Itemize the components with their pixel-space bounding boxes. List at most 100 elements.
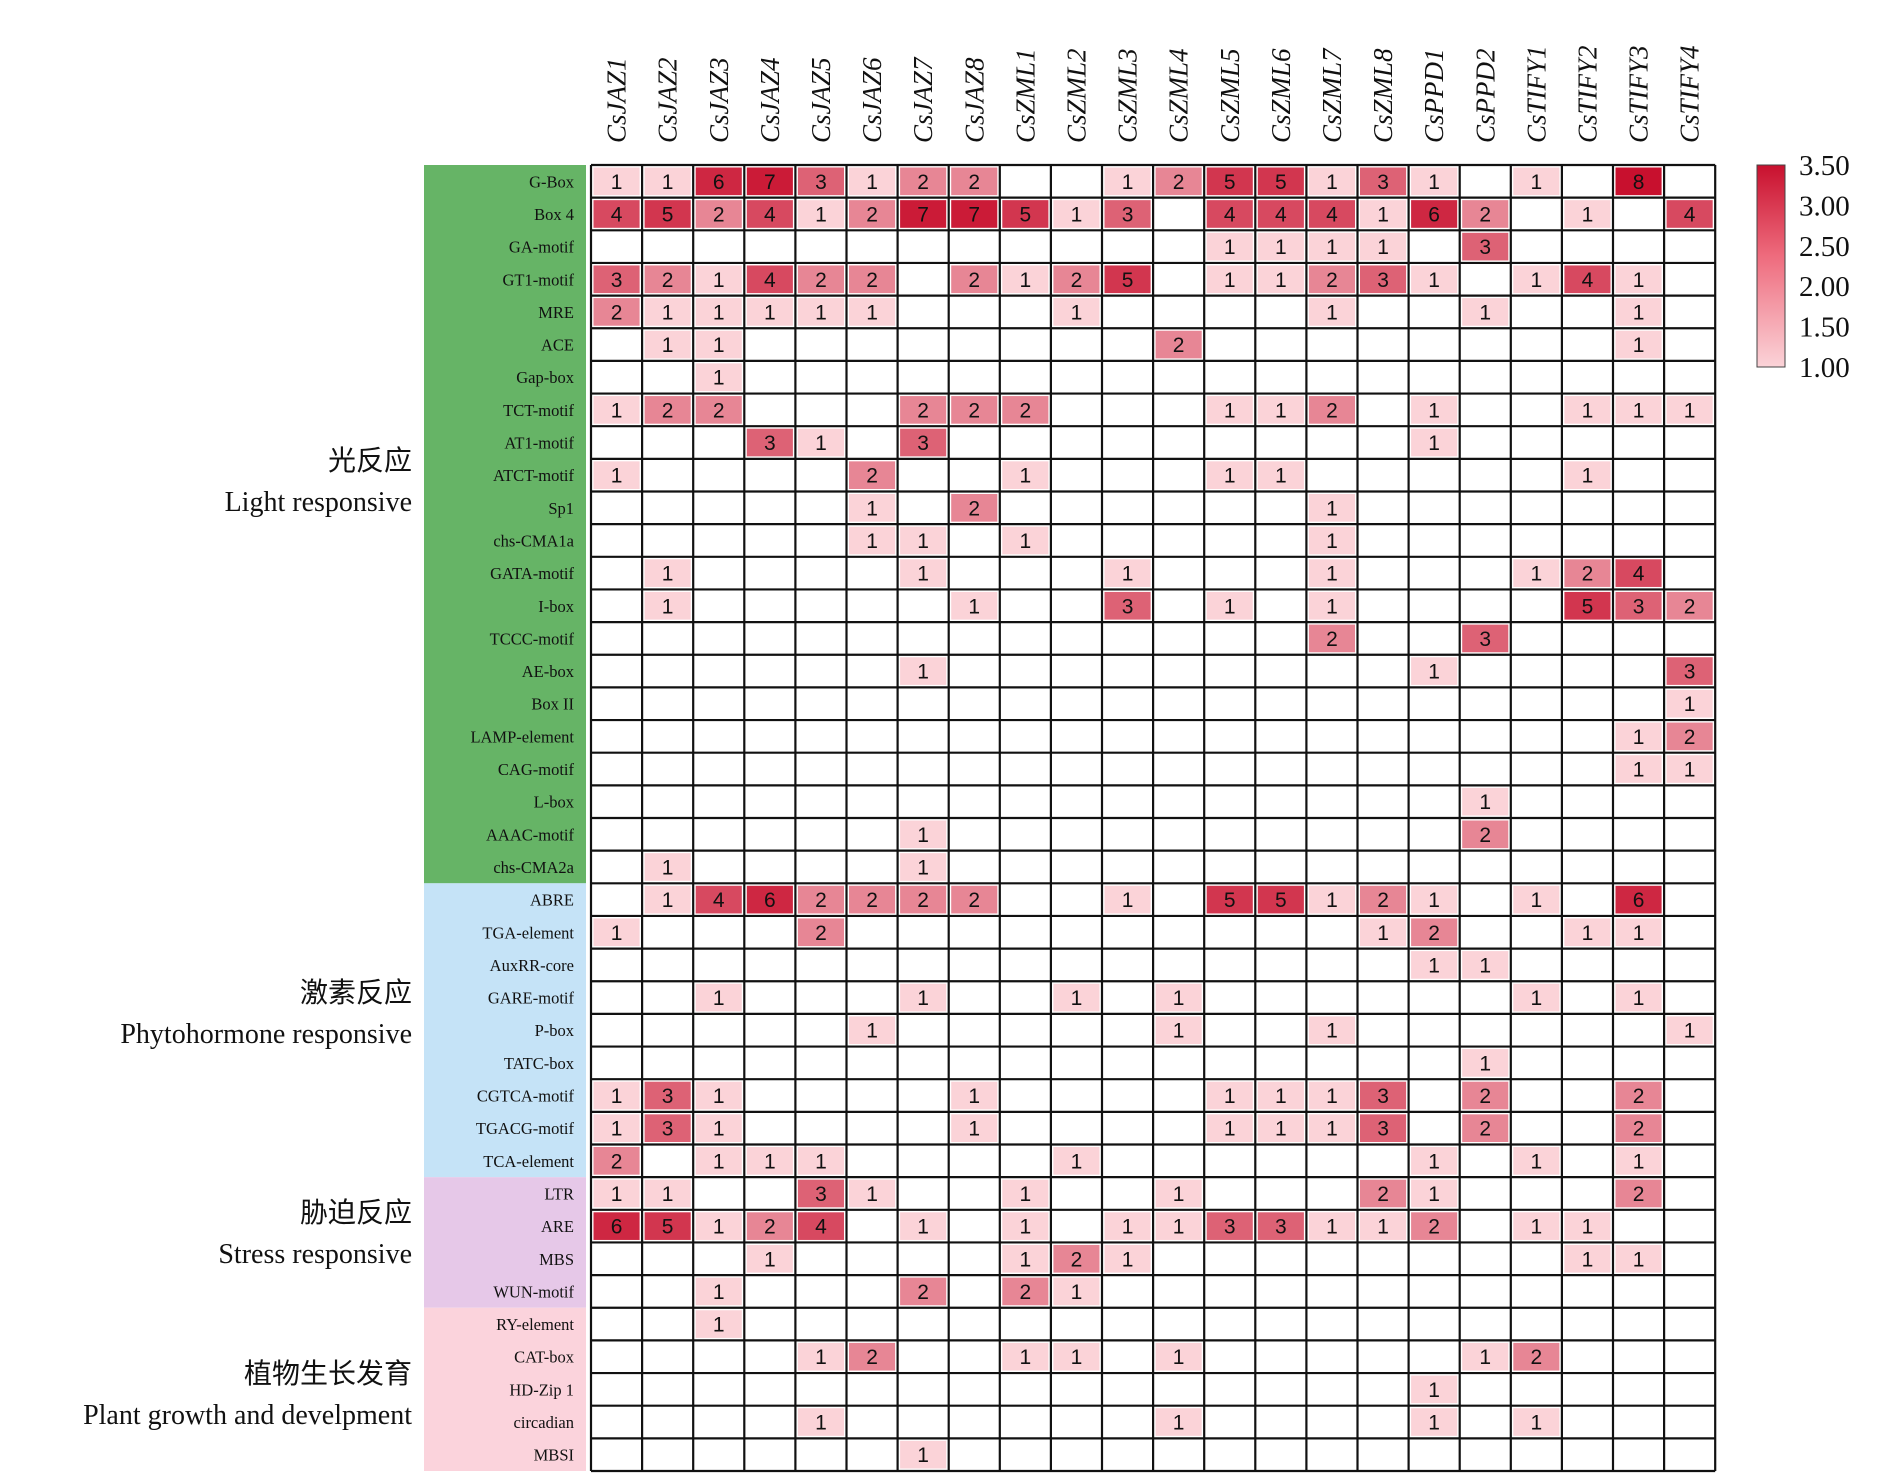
cell-value: 1 xyxy=(1275,269,1287,292)
heatmap-cell xyxy=(797,755,844,783)
heatmap-cell xyxy=(593,265,640,294)
heatmap-cell xyxy=(1053,918,1100,947)
cell-value: 1 xyxy=(1071,203,1083,226)
heatmap-cell xyxy=(1206,755,1253,783)
heatmap-cell xyxy=(1206,820,1253,849)
heatmap-cell xyxy=(1002,1408,1049,1436)
heatmap-cell xyxy=(951,428,998,457)
heatmap-cell xyxy=(695,657,742,685)
heatmap-cell xyxy=(644,918,691,947)
heatmap-cell xyxy=(644,1342,691,1371)
heatmap-cell xyxy=(1002,232,1049,261)
heatmap-cell xyxy=(1155,951,1202,979)
cell-value: 3 xyxy=(1633,595,1645,618)
heatmap-cell xyxy=(746,1212,793,1240)
column-header: CsZML5 xyxy=(1215,48,1245,143)
heatmap-cell xyxy=(695,1016,742,1045)
heatmap-cell xyxy=(1411,1114,1458,1142)
heatmap-cell xyxy=(900,1147,947,1175)
heatmap-cell xyxy=(695,1375,742,1404)
heatmap-cell xyxy=(849,526,896,555)
heatmap-cell xyxy=(1513,853,1560,881)
cell-value: 2 xyxy=(1020,1281,1032,1304)
column-header: CsJAZ7 xyxy=(908,56,938,143)
heatmap-cell xyxy=(1104,526,1151,555)
heatmap-cell xyxy=(1666,1212,1713,1240)
cell-value: 1 xyxy=(611,171,623,194)
heatmap-cell xyxy=(1615,559,1662,587)
group-label-cn: 光反应 xyxy=(328,445,412,477)
heatmap-cell xyxy=(1308,461,1355,489)
heatmap-cell xyxy=(593,624,640,653)
heatmap-cell xyxy=(644,1244,691,1273)
heatmap-cell xyxy=(849,983,896,1012)
heatmap-cell xyxy=(1411,298,1458,326)
heatmap-cell xyxy=(1206,853,1253,881)
heatmap-cell xyxy=(797,689,844,718)
heatmap-cell xyxy=(1002,1049,1049,1077)
group-label-en: Plant growth and develpment xyxy=(83,1400,412,1431)
heatmap-cell xyxy=(1257,298,1304,326)
heatmap-cell xyxy=(1053,1147,1100,1175)
heatmap-cell xyxy=(695,1212,742,1240)
heatmap-cell xyxy=(1360,755,1407,783)
heatmap-cell xyxy=(1104,853,1151,881)
heatmap-cell xyxy=(1666,951,1713,979)
heatmap-cell xyxy=(1257,330,1304,359)
heatmap-cell xyxy=(1411,559,1458,587)
heatmap-cell xyxy=(1002,559,1049,587)
heatmap-cell xyxy=(1053,820,1100,849)
heatmap-cell xyxy=(1257,1310,1304,1338)
heatmap-cell xyxy=(1308,983,1355,1012)
heatmap-cell xyxy=(1513,559,1560,587)
cell-value: 2 xyxy=(1071,269,1083,292)
heatmap-cell xyxy=(1615,1342,1662,1371)
cell-value: 1 xyxy=(1531,563,1543,586)
heatmap-cell xyxy=(1053,983,1100,1012)
heatmap-cell xyxy=(1615,461,1662,489)
row-label: Box 4 xyxy=(534,205,574,224)
heatmap-cell xyxy=(695,1440,742,1469)
heatmap-cell xyxy=(1104,1212,1151,1240)
heatmap-cell xyxy=(1666,1114,1713,1142)
heatmap-cell xyxy=(1666,363,1713,392)
cell-value: 1 xyxy=(1377,922,1389,945)
cell-value: 3 xyxy=(1479,628,1491,651)
column-header: CsZML7 xyxy=(1317,47,1347,143)
heatmap-cell xyxy=(1104,167,1151,196)
group-label-cn: 激素反应 xyxy=(300,977,412,1009)
heatmap-cell xyxy=(900,559,947,587)
heatmap-cell xyxy=(695,983,742,1012)
heatmap-cell xyxy=(1411,1081,1458,1110)
heatmap-cell xyxy=(1360,232,1407,261)
heatmap-cell xyxy=(1155,167,1202,196)
heatmap-cell xyxy=(1360,428,1407,457)
heatmap-cell xyxy=(1308,820,1355,849)
heatmap-cell xyxy=(1257,200,1304,228)
heatmap-cell xyxy=(900,983,947,1012)
heatmap-cell xyxy=(1053,1081,1100,1110)
cell-value: 1 xyxy=(1428,1379,1440,1402)
heatmap-cell xyxy=(695,951,742,979)
heatmap-cell xyxy=(849,591,896,620)
heatmap-cell xyxy=(1411,428,1458,457)
heatmap-cell xyxy=(849,428,896,457)
cell-value: 1 xyxy=(1173,1183,1185,1206)
heatmap-cell xyxy=(849,1114,896,1142)
heatmap-cell xyxy=(1002,918,1049,947)
heatmap-cell xyxy=(1513,363,1560,392)
heatmap-cell xyxy=(1564,722,1611,751)
cell-value: 2 xyxy=(764,1216,776,1239)
heatmap-cell xyxy=(1104,1408,1151,1436)
heatmap-cell xyxy=(695,1408,742,1436)
heatmap-cell xyxy=(1564,918,1611,947)
group-label-cn: 胁迫反应 xyxy=(300,1197,412,1229)
heatmap-cell xyxy=(644,428,691,457)
heatmap-cell xyxy=(1564,755,1611,783)
heatmap-cell xyxy=(1564,1277,1611,1306)
heatmap-cell xyxy=(1308,559,1355,587)
cell-value: 1 xyxy=(815,1412,827,1435)
column-header: CsJAZ6 xyxy=(857,57,887,143)
cell-value: 1 xyxy=(1326,889,1338,912)
heatmap-cell xyxy=(1002,951,1049,979)
